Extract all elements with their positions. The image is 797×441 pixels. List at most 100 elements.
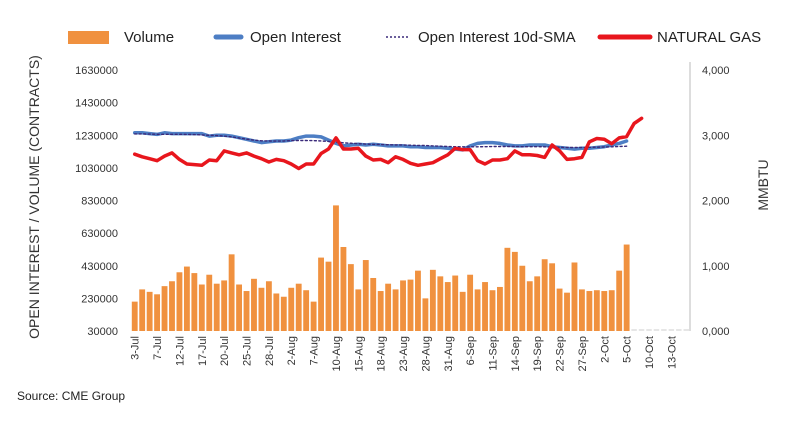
volume-bar xyxy=(541,259,548,331)
volume-bar xyxy=(303,290,310,331)
volume-bar xyxy=(265,281,272,331)
volume-bar xyxy=(198,284,205,331)
volume-bar xyxy=(616,270,623,331)
volume-bar xyxy=(191,273,198,331)
y-left-tick-label: 1030000 xyxy=(75,163,118,175)
y-left-tick-label: 1230000 xyxy=(75,130,118,142)
volume-bar xyxy=(243,291,250,331)
x-tick-label: 10-Aug xyxy=(331,336,343,371)
x-tick-label: 28-Aug xyxy=(420,336,432,371)
volume-bar xyxy=(213,283,220,331)
volume-bar xyxy=(251,278,257,331)
left-axis: 30000 230000 430000 630000 830000 1030000 1230… xyxy=(75,65,118,338)
x-tick-label: 17-Jul xyxy=(197,336,209,366)
volume-bar xyxy=(474,289,481,331)
volume-bar xyxy=(273,293,280,331)
volume-bar xyxy=(601,291,608,331)
legend-label: Open Interest 10d-SMA xyxy=(418,29,576,46)
volume-bar xyxy=(176,272,183,331)
volume-bar xyxy=(131,301,138,331)
volume-bar xyxy=(161,286,168,331)
y-left-tick-label: 630000 xyxy=(81,228,118,240)
x-tick-label: 23-Aug xyxy=(398,336,410,371)
x-tick-label: 28-Jul xyxy=(264,336,276,366)
natural-gas-line xyxy=(132,116,644,171)
volume-bar xyxy=(586,291,593,331)
y-axis-left-title: OPEN INTEREST / VOLUME (CONTRACTS) xyxy=(26,55,42,339)
volume-bar xyxy=(325,261,332,331)
source-note: Source: CME Group xyxy=(17,389,126,403)
volume-bar xyxy=(571,262,578,331)
volume-bar xyxy=(429,269,436,331)
volume-bar xyxy=(280,296,287,331)
volume-bar xyxy=(169,281,175,331)
volume-bar xyxy=(467,274,474,331)
volume-bar xyxy=(236,284,242,331)
volume-bar xyxy=(593,290,600,331)
x-tick-label: 20-Jul xyxy=(219,336,231,366)
right-axis: 0,000 1,000 2,000 3,000 4,000 xyxy=(702,65,730,338)
volume-bar xyxy=(139,289,146,331)
volume-bar xyxy=(519,265,526,331)
x-tick-label: 2-Oct xyxy=(599,336,611,363)
x-tick-label: 3-Jul xyxy=(130,336,142,360)
volume-bar xyxy=(437,276,444,331)
legend-swatch-volume xyxy=(68,31,109,44)
y-left-tick-label: 1630000 xyxy=(75,65,118,77)
open-interest-sma-line xyxy=(133,133,628,149)
volume-bar xyxy=(452,275,459,331)
x-tick-label: 6-Sep xyxy=(465,336,477,365)
volume-bars xyxy=(131,205,689,331)
legend-label: Volume xyxy=(124,29,174,46)
x-tick-label: 31-Aug xyxy=(443,336,455,371)
volume-bar xyxy=(623,244,630,331)
x-tick-label: 27-Sep xyxy=(577,336,589,371)
volume-bar xyxy=(154,294,161,331)
volume-bar xyxy=(258,287,265,331)
volume-bar xyxy=(340,246,347,331)
volume-bar xyxy=(526,281,533,331)
volume-bar xyxy=(482,282,488,331)
y-right-tick-label: 4,000 xyxy=(702,65,730,77)
volume-bar xyxy=(362,260,369,331)
x-tick-label: 12-Jul xyxy=(174,336,186,366)
volume-bar xyxy=(221,280,228,331)
x-tick-label: 2-Aug xyxy=(286,336,298,365)
volume-bar xyxy=(608,290,615,331)
volume-bar xyxy=(333,205,339,331)
series-lines xyxy=(132,116,644,171)
volume-bar xyxy=(206,274,213,331)
x-tick-label: 7-Aug xyxy=(309,336,321,365)
x-tick-label: 7-Jul xyxy=(152,336,164,360)
volume-bar xyxy=(564,292,570,331)
legend-label: NATURAL GAS xyxy=(657,29,761,46)
volume-bar xyxy=(504,247,511,331)
x-tick-label: 19-Sep xyxy=(532,336,544,371)
legend: Volume Open Interest Open Interest 10d-SMA… xyxy=(68,29,761,46)
volume-bar xyxy=(385,283,392,331)
y-left-tick-label: 230000 xyxy=(81,293,118,305)
y-right-tick-label: 2,000 xyxy=(702,196,730,208)
volume-bar xyxy=(377,291,384,331)
y-left-tick-label: 830000 xyxy=(81,196,118,208)
volume-bar xyxy=(444,282,451,331)
volume-bar xyxy=(295,283,302,331)
y-left-tick-label: 430000 xyxy=(81,261,118,273)
x-tick-label: 22-Sep xyxy=(555,336,567,371)
volume-bar xyxy=(489,290,496,331)
volume-bar xyxy=(146,291,153,331)
x-tick-label: 13-Oct xyxy=(666,336,678,369)
volume-bar xyxy=(370,277,377,331)
x-tick-label: 25-Jul xyxy=(242,336,254,366)
volume-bar xyxy=(228,254,235,331)
volume-bar xyxy=(511,251,518,331)
volume-bar xyxy=(415,270,421,331)
y-right-tick-label: 0,000 xyxy=(702,326,730,338)
volume-bar xyxy=(579,289,585,331)
x-tick-label: 18-Aug xyxy=(376,336,388,371)
volume-bar xyxy=(459,291,466,331)
x-tick-label: 14-Sep xyxy=(510,336,522,371)
y-right-tick-label: 3,000 xyxy=(702,130,730,142)
x-tick-label: 10-Oct xyxy=(644,336,656,369)
volume-bar xyxy=(400,280,406,331)
